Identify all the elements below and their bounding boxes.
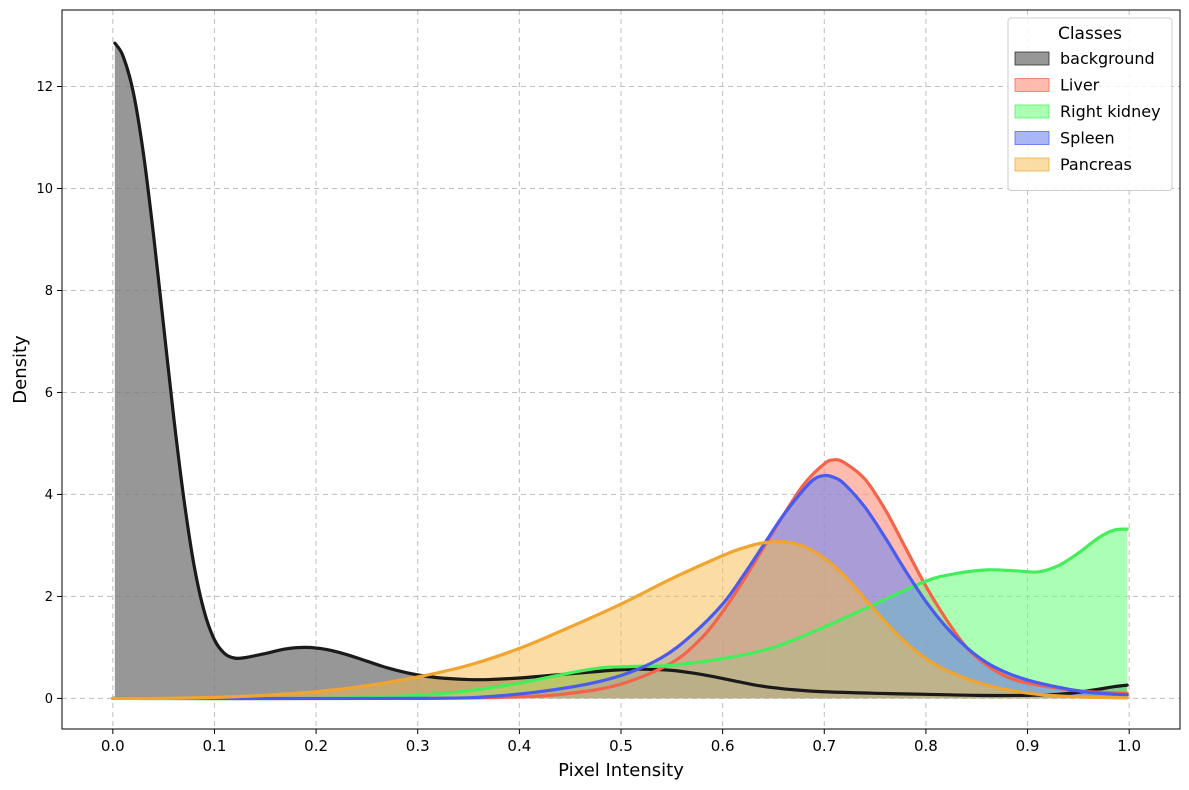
x-tick-label: 0.5 xyxy=(609,737,633,755)
legend: Classes background Liver Right kidney Splee… xyxy=(1007,17,1173,191)
x-tick-label: 0.1 xyxy=(203,737,227,755)
legend-swatch xyxy=(1014,157,1050,172)
area-pancreas xyxy=(112,541,1128,699)
x-tick-label: 0.4 xyxy=(507,737,531,755)
legend-swatch xyxy=(1014,131,1050,145)
x-axis-label: Pixel Intensity xyxy=(558,760,684,781)
x-axis-ticks: 0.0 0.1 0.2 0.3 0.4 0.5 0.6 0.7 0.8 0.9 1.0 xyxy=(101,729,1141,755)
x-tick-label: 0.7 xyxy=(812,737,836,755)
x-tick-label: 0.6 xyxy=(711,737,735,755)
y-tick-label: 4 xyxy=(45,488,53,503)
y-axis-ticks: 0 2 4 6 8 10 12 xyxy=(36,80,62,707)
y-tick-label: 8 xyxy=(45,284,53,299)
legend-label: Pancreas xyxy=(1060,155,1132,174)
legend-swatch xyxy=(1014,51,1050,66)
y-tick-label: 12 xyxy=(36,80,53,95)
line-liver xyxy=(111,458,1129,701)
legend-swatch xyxy=(1014,104,1050,119)
x-tick-label: 1.0 xyxy=(1117,737,1141,755)
legend-label: Spleen xyxy=(1060,129,1115,148)
x-tick-label: 0.8 xyxy=(914,737,938,755)
y-tick-label: 0 xyxy=(45,692,53,707)
x-tick-label: 0.0 xyxy=(101,737,125,755)
y-tick-label: 10 xyxy=(36,182,53,197)
y-tick-label: 2 xyxy=(45,590,53,605)
legend-label: Liver xyxy=(1060,76,1100,95)
series-fills xyxy=(112,43,1128,699)
line-background xyxy=(113,41,1129,698)
legend-label: Right kidney xyxy=(1060,102,1161,121)
line-spleen xyxy=(111,473,1129,701)
line-right-kidney xyxy=(111,527,1129,701)
y-axis-label: Density xyxy=(10,335,31,404)
y-tick-label: 6 xyxy=(45,386,53,401)
legend-title: Classes xyxy=(1058,24,1122,44)
x-tick-label: 0.2 xyxy=(304,737,328,755)
series-lines xyxy=(111,41,1129,701)
legend-swatch xyxy=(1014,78,1050,92)
x-tick-label: 0.3 xyxy=(406,737,430,755)
line-pancreas xyxy=(111,540,1129,701)
x-tick-label: 0.9 xyxy=(1016,737,1040,755)
legend-label: background xyxy=(1060,49,1155,68)
